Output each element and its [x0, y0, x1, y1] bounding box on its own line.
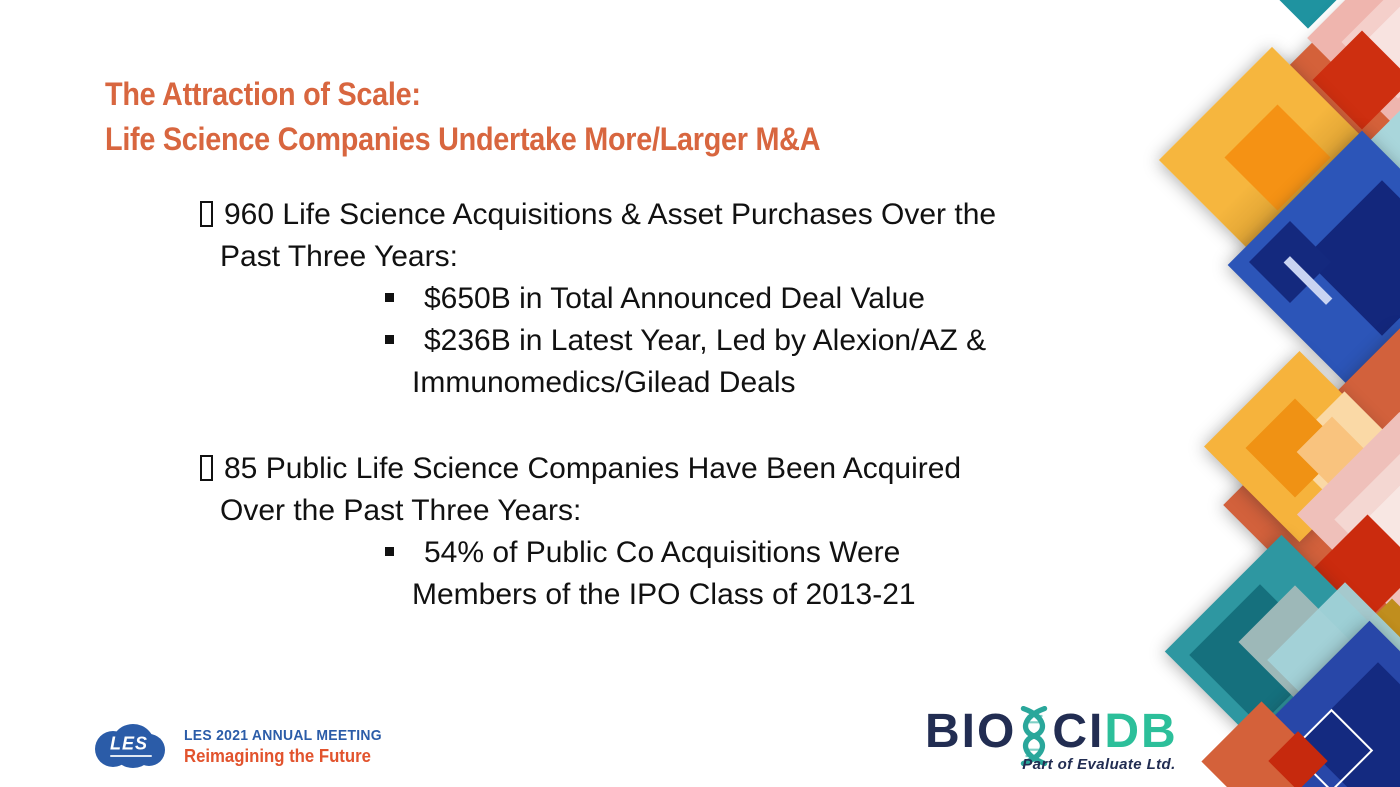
sub-bullet-item: 54% of Public Co Acquisitions Were	[200, 532, 1180, 574]
decor-diamond-teal-mid	[1293, 223, 1400, 437]
title-line-2: Life Science Companies Undertake More/La…	[105, 121, 821, 157]
bioscidb-letters-db: DB	[1104, 705, 1178, 758]
bullet-text: 960 Life Science Acquisitions & Asset Pu…	[224, 198, 997, 231]
les-logo-icon: LES	[95, 722, 167, 772]
decor-diamond-pink-inner	[1368, 2, 1400, 74]
decor-diamond-pink2-outer	[1296, 411, 1400, 618]
square-bullet-icon	[385, 547, 394, 556]
decor-diamond-pink2-mid	[1334, 452, 1400, 587]
sub-bullet-item: $650B in Total Announced Deal Value	[200, 278, 1180, 320]
les-meeting-logo-group: LES LES 2021 ANNUAL MEETING Reimagining …	[95, 722, 397, 772]
decor-diamond-redorange-mid	[1223, 328, 1400, 682]
bullet-text: 85 Public Life Science Companies Have Be…	[224, 452, 962, 485]
square-bullet-icon	[385, 293, 394, 302]
slide-title: The Attraction of Scale: Life Science Co…	[105, 72, 821, 162]
dna-helix-icon	[1021, 706, 1048, 766]
les-logo-divider	[110, 755, 152, 757]
les-logo-text: LES	[109, 733, 149, 754]
sub-bullet-text-wrap: Members of the IPO Class of 2013-21	[412, 578, 916, 611]
bullet-item: 85 Public Life Science Companies Have Be…	[200, 448, 1180, 490]
decor-diamond-cream	[1284, 391, 1400, 512]
hollow-square-bullet-icon	[200, 201, 213, 227]
decor-diamond-redorange-top	[1259, 0, 1400, 216]
decor-diamond-teal-big	[1164, 534, 1399, 769]
decor-diamond-red-mid	[1314, 514, 1400, 621]
paragraph-spacer	[200, 404, 1180, 448]
decor-diamond-peach-inner	[1296, 416, 1368, 488]
les-text-block: LES 2021 ANNUAL MEETING Reimagining the …	[184, 727, 382, 767]
nav-diamond-button[interactable]	[1289, 708, 1374, 787]
decor-diamond-gold-edge	[1342, 598, 1400, 698]
decor-diamond-sage-inner	[1238, 585, 1352, 699]
decor-diamond-amber-inner	[1245, 398, 1345, 498]
sub-bullet-text: 54% of Public Co Acquisitions Were	[424, 536, 901, 569]
les-tagline-label: Reimagining the Future	[184, 746, 371, 766]
title-line-1: The Attraction of Scale:	[105, 76, 421, 112]
decor-diamond-navy-small	[1248, 220, 1332, 304]
decor-diamond-pink-mid	[1341, 0, 1400, 99]
sub-bullet-text-wrap: Immunomedics/Gilead Deals	[412, 366, 796, 399]
bullet-item: 960 Life Science Acquisitions & Asset Pu…	[200, 194, 1180, 236]
sub-bullet-item: $236B in Latest Year, Led by Alexion/AZ …	[200, 320, 1180, 362]
sub-bullet-text: $650B in Total Announced Deal Value	[424, 282, 925, 315]
square-bullet-icon	[385, 335, 394, 344]
bullet-text-wrap: Past Three Years:	[220, 240, 458, 273]
decor-diamond-red-top	[1312, 30, 1400, 130]
bioscidb-letters-ci: CI	[1052, 705, 1105, 758]
decor-sliver-lavender	[1283, 256, 1333, 305]
bioscidb-wordmark: BIO CI DB	[925, 705, 1178, 766]
les-logo-circle	[133, 734, 165, 766]
decor-diamond-pink-outer	[1307, 0, 1400, 123]
decor-diamond-navy-inner	[1304, 180, 1400, 336]
bullet-list: 960 Life Science Acquisitions & Asset Pu…	[200, 194, 1180, 616]
decor-diamond-yellow	[1158, 46, 1386, 274]
decor-diamond-teal-top	[1251, 0, 1365, 29]
bioscidb-logo-group: BIO CI DB Part of Evaluate Ltd.	[925, 705, 1178, 774]
decor-diamond-pink2-inner	[1361, 481, 1400, 567]
bioscidb-tagline: Part of Evaluate Ltd.	[1022, 756, 1176, 773]
decor-diamond-cyan-edge	[1362, 98, 1400, 198]
decor-diamond-amber	[1204, 351, 1395, 542]
bullet-text-wrap: Over the Past Three Years:	[220, 494, 582, 527]
decor-diamond-yellow-inner	[1224, 104, 1331, 211]
hollow-square-bullet-icon	[200, 455, 213, 481]
bioscidb-letters-bio: BIO	[925, 705, 1017, 758]
decor-diamond-blue-mid	[1227, 130, 1400, 400]
les-meeting-label: LES 2021 ANNUAL MEETING	[184, 727, 382, 744]
sub-bullet-text: $236B in Latest Year, Led by Alexion/AZ …	[424, 324, 987, 357]
decor-diamond-teal-dark-inner	[1189, 584, 1331, 726]
